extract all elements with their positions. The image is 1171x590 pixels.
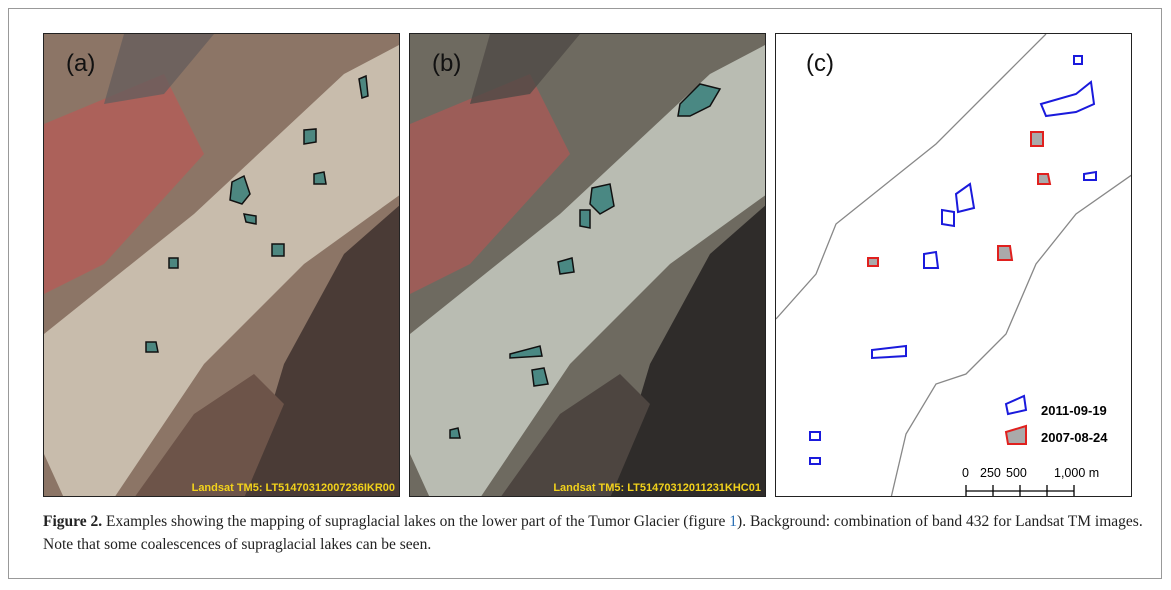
scale-label: 1,000 m xyxy=(1054,466,1099,480)
scale-label: 0 xyxy=(962,466,969,480)
figure-reference[interactable]: 1 xyxy=(729,513,737,530)
scale-label: 250 xyxy=(980,466,1001,480)
page: (a) Landsat TM5: LT51470312007236IKR00 (… xyxy=(0,0,1171,590)
figure-caption: Figure 2. Examples showing the mapping o… xyxy=(43,510,1143,556)
legend-label: 2007-08-24 xyxy=(1041,430,1108,445)
panel-label: (a) xyxy=(66,50,95,78)
satellite-image xyxy=(44,34,400,497)
legend-label: 2011-09-19 xyxy=(1041,403,1107,418)
image-credit: Landsat TM5: LT51470312007236IKR00 xyxy=(192,482,395,494)
panel-c: (c) 2011-09-19 2007-08-24 0 250 500 1,00… xyxy=(775,33,1132,497)
image-credit: Landsat TM5: LT51470312011231KHC01 xyxy=(553,482,761,494)
satellite-image xyxy=(410,34,766,497)
lake-map xyxy=(776,34,1132,497)
panel-a: (a) Landsat TM5: LT51470312007236IKR00 xyxy=(43,33,400,497)
caption-text: Examples showing the mapping of supragla… xyxy=(102,513,729,530)
panel-label: (b) xyxy=(432,50,461,78)
scale-label: 500 xyxy=(1006,466,1027,480)
panel-b: (b) Landsat TM5: LT51470312011231KHC01 xyxy=(409,33,766,497)
caption-label: Figure 2. xyxy=(43,513,102,530)
panel-label: (c) xyxy=(806,50,834,78)
